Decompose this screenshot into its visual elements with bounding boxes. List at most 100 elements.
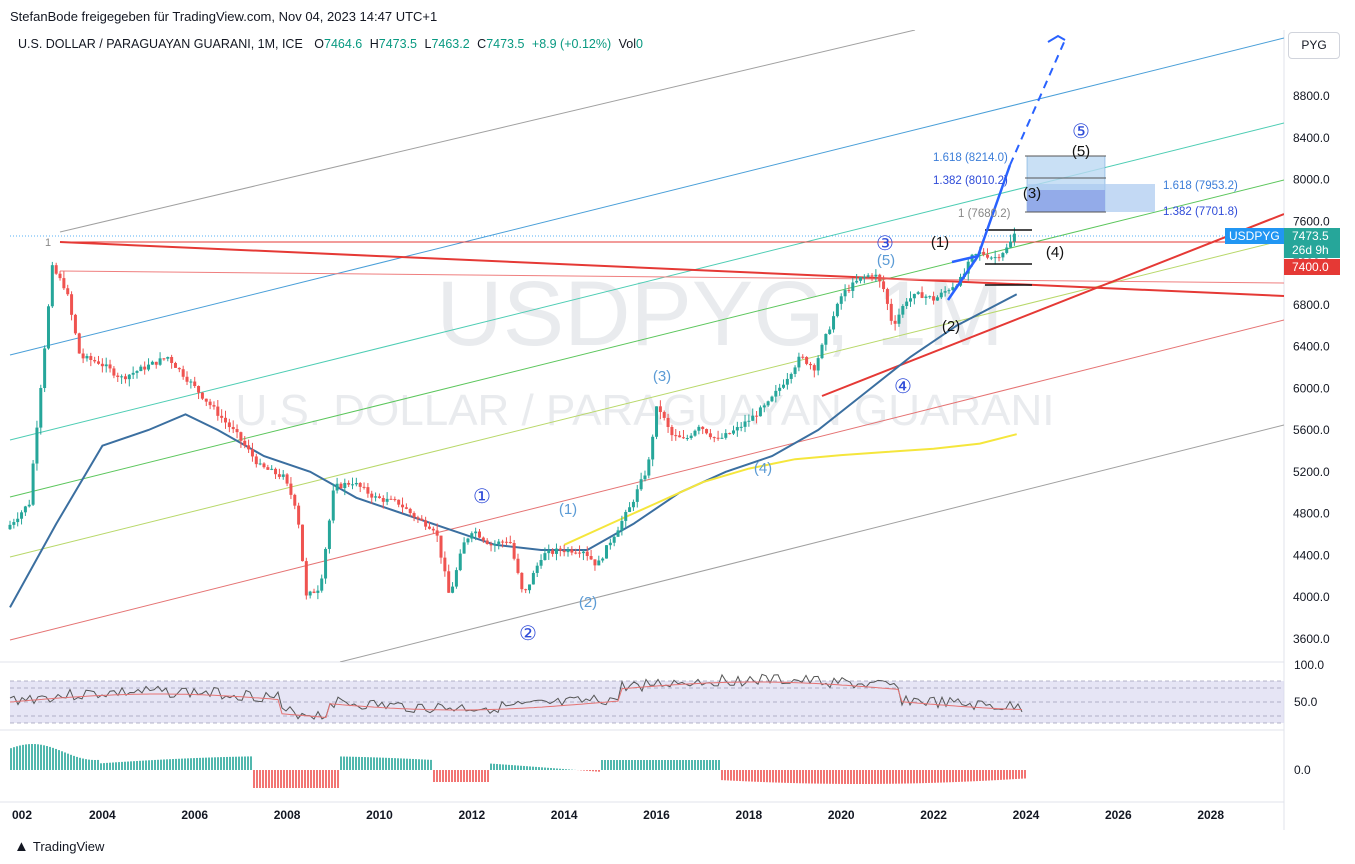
candle-body [304, 561, 308, 596]
candle-body [820, 344, 824, 359]
histogram-bar [439, 770, 441, 782]
candle-body [285, 474, 289, 484]
histogram-bar [949, 770, 951, 783]
histogram-bar [712, 760, 714, 770]
histogram-bar [625, 760, 627, 770]
candle-body [112, 368, 116, 376]
histogram-bar [790, 770, 792, 784]
candle-body [231, 427, 235, 430]
histogram-bar [925, 770, 927, 784]
elliott-wave-label: ① [473, 486, 491, 508]
candle-body [1005, 247, 1009, 253]
candle-body [851, 282, 855, 291]
histogram-bar [76, 756, 78, 770]
histogram-bar [775, 770, 777, 783]
candle-body [397, 499, 401, 505]
histogram-bar [1006, 770, 1008, 780]
histogram-bar [661, 760, 663, 770]
histogram-bar [760, 770, 762, 782]
candle-body [212, 405, 216, 407]
histogram-bar [835, 770, 837, 784]
candle-body [655, 406, 659, 437]
histogram-bar [586, 770, 588, 771]
histogram-bar [976, 770, 978, 782]
candle-body [389, 498, 393, 500]
histogram-bar [457, 770, 459, 782]
candle-body [362, 486, 366, 488]
histogram-bar [538, 767, 540, 770]
histogram-bar [529, 766, 531, 770]
candle-body [123, 376, 127, 380]
candle-body [127, 374, 131, 380]
price-axis-tick: 6000.0 [1293, 381, 1330, 395]
candle-body [27, 504, 31, 507]
candle-body [177, 367, 181, 370]
candle-body [712, 437, 716, 439]
candle-body [435, 530, 439, 536]
candle-body [374, 496, 378, 498]
histogram-bar [253, 770, 255, 788]
regression-channels [9, 30, 1284, 662]
histogram-bar [733, 770, 735, 781]
candle-body [1001, 252, 1005, 258]
candle-body [39, 388, 43, 428]
histogram-bar [772, 770, 774, 783]
histogram-bar [145, 760, 147, 770]
open-label: O [314, 37, 325, 51]
candle-body [566, 549, 570, 553]
histogram-bar [226, 756, 228, 770]
histogram-bar [739, 770, 741, 782]
candle-body [200, 392, 204, 399]
candle-body [612, 536, 616, 543]
histogram-bar [262, 770, 264, 788]
candle-body [974, 254, 978, 256]
histogram-bar [808, 770, 810, 784]
candle-body [358, 482, 362, 487]
histogram-bar [907, 770, 909, 784]
candle-body [935, 297, 939, 301]
candle-body [23, 506, 27, 513]
candle-body [778, 387, 782, 391]
histogram-bar [268, 770, 270, 788]
histogram-bar [310, 770, 312, 788]
histogram-bar [64, 752, 66, 770]
histogram-bar [97, 759, 99, 770]
price-axis-tick: 7600.0 [1293, 214, 1330, 228]
candle-body [293, 494, 297, 506]
candle-body [843, 290, 847, 297]
price-axis-tick: 4800.0 [1293, 507, 1330, 521]
histogram-bar [346, 756, 348, 770]
candle-body [58, 273, 62, 279]
candle-body [93, 360, 97, 362]
channel-line-lower [339, 424, 1284, 662]
histogram-bar [673, 760, 675, 770]
candle-body [685, 438, 689, 440]
histogram-bar [631, 760, 633, 770]
candle-body [828, 329, 832, 334]
candle-body [716, 437, 720, 439]
histogram-bar [1024, 770, 1026, 779]
time-axis-tick: 2020 [828, 808, 855, 822]
histogram-bar [937, 770, 939, 783]
histogram-bar [1003, 770, 1005, 780]
candle-body [997, 257, 1001, 259]
candle-body [420, 518, 424, 521]
elliott-labels: 1 ① ② ③ ④ ⑤ (1) (2) (3) (4) (5) (1) (2) (3) (4) (5) [45, 121, 1090, 645]
candle-body [604, 545, 608, 559]
histogram-bar [970, 770, 972, 782]
candle-body [932, 296, 936, 301]
candle-body [816, 358, 820, 371]
candle-body [697, 426, 701, 431]
candle-body [539, 560, 543, 566]
symbol-tag-bg [1225, 228, 1284, 244]
candle-body [589, 556, 593, 560]
candle-body [562, 550, 566, 553]
candle-body [451, 586, 455, 593]
currency-button[interactable]: PYG [1288, 32, 1340, 59]
histogram-bar [1009, 770, 1011, 780]
ma-yellow-line [563, 433, 1017, 546]
candle-body [131, 372, 135, 375]
candle-body [751, 415, 755, 421]
histogram-bar [31, 744, 33, 770]
